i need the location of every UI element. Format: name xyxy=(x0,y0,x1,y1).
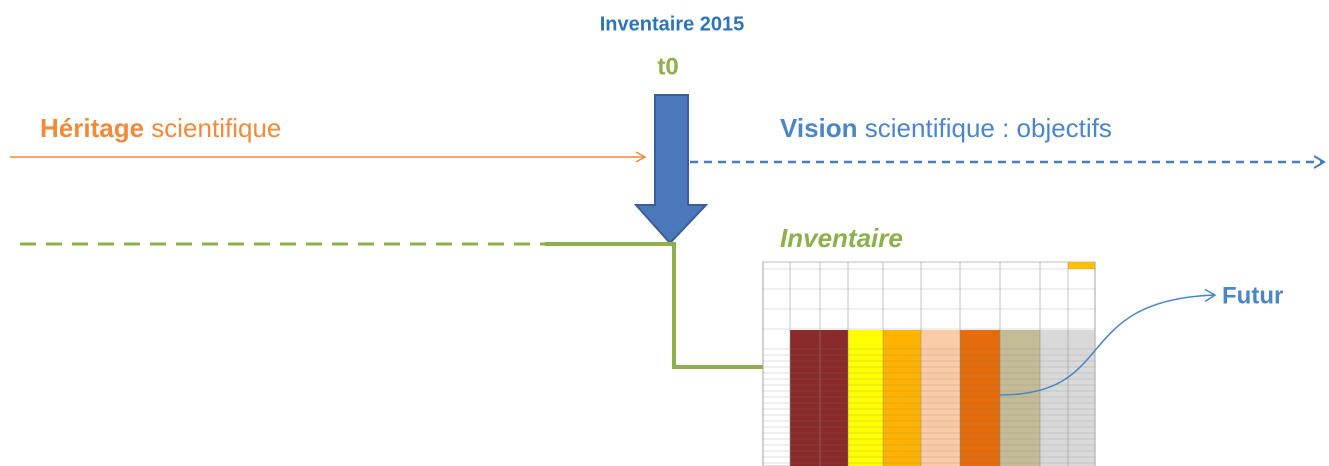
sheet-column xyxy=(921,330,960,466)
heritage-label: Héritage scientifique xyxy=(40,113,281,143)
sheet-header-cell xyxy=(1068,262,1095,269)
future-label: Futur xyxy=(1222,282,1283,309)
sheet-column xyxy=(848,330,883,466)
sheet-column xyxy=(1068,330,1095,466)
diagram: Inventaire 2015 t0 Héritage scientifique… xyxy=(0,0,1329,466)
vision-rest: scientifique : objectifs xyxy=(865,113,1112,143)
sheet-column xyxy=(1000,330,1040,466)
sheet-column xyxy=(1040,330,1068,466)
sheet-column xyxy=(883,330,921,466)
title: Inventaire 2015 xyxy=(600,13,745,35)
vision-label: Vision scientifique : objectifs xyxy=(780,113,1112,143)
sheet-column xyxy=(820,330,848,466)
vision-bold: Vision xyxy=(780,113,858,143)
inventory-path xyxy=(545,244,792,367)
sheet-column xyxy=(960,330,1000,466)
time-label: t0 xyxy=(657,53,678,80)
heritage-rest: scientifique xyxy=(151,113,281,143)
sheet-column xyxy=(790,330,820,466)
spreadsheet xyxy=(763,262,1095,466)
heritage-bold: Héritage xyxy=(40,113,144,143)
inventory-label: Inventaire xyxy=(780,223,903,253)
t0-arrow xyxy=(636,95,706,243)
